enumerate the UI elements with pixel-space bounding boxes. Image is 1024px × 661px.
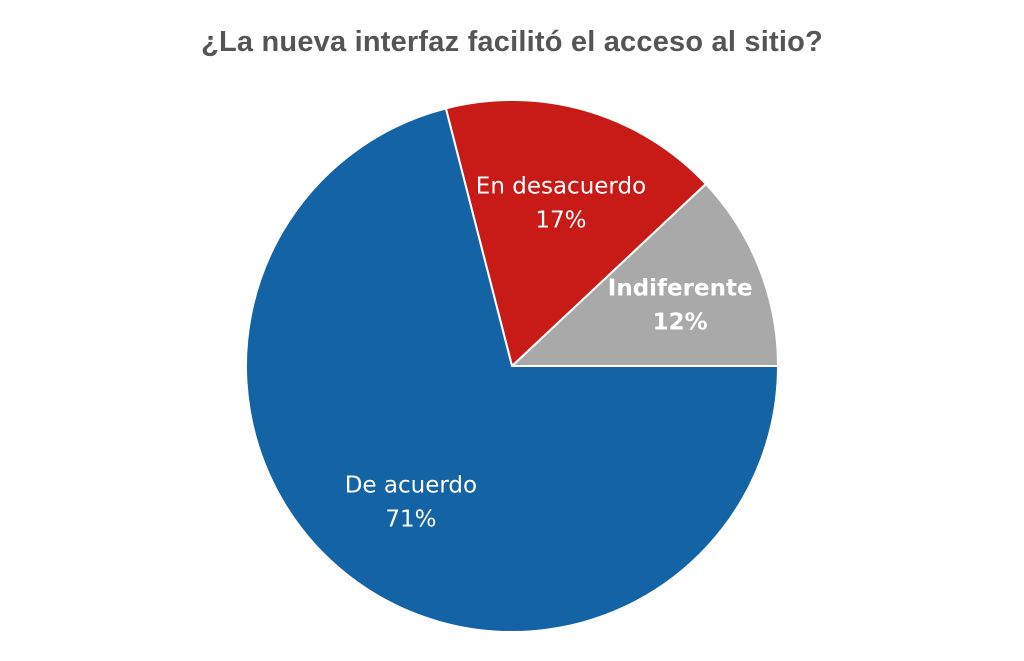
slice-value-en-desacuerdo: 17%: [535, 207, 586, 233]
slice-value-indiferente: 12%: [653, 309, 708, 335]
pie-slice-de-acuerdo: [245, 107, 780, 633]
pie-labels: Indiferente 12% En desacuerdo 17% De acuerdo…: [345, 173, 753, 532]
slice-label-en-desacuerdo: En desacuerdo: [476, 173, 646, 199]
pie-slice-en-desacuerdo: [444, 99, 708, 368]
pie-slices: [245, 99, 780, 633]
slice-label-indiferente: Indiferente: [608, 275, 753, 301]
chart-title: ¿La nueva interfaz facilitó el acceso al…: [201, 26, 823, 58]
pie-slice-indiferente: [509, 182, 780, 367]
slice-label-de-acuerdo: De acuerdo: [345, 472, 477, 498]
slice-value-de-acuerdo: 71%: [385, 506, 436, 532]
